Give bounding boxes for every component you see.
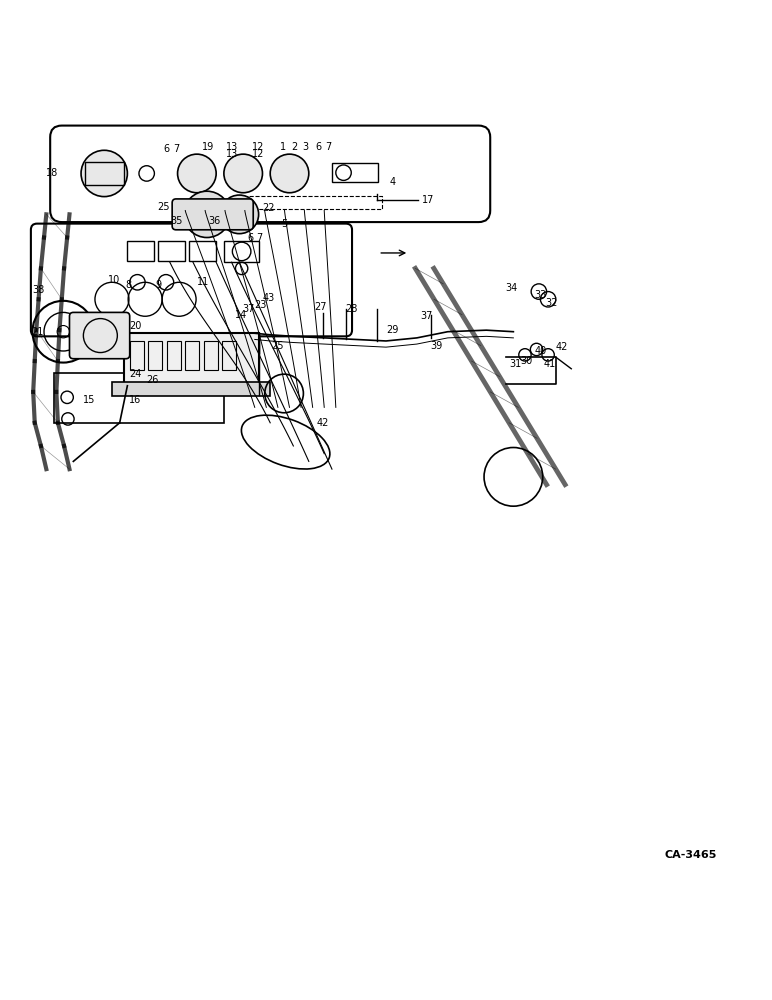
Circle shape: [178, 154, 216, 193]
Text: 33: 33: [534, 290, 547, 300]
Text: 15: 15: [83, 395, 95, 405]
Bar: [130, 341, 144, 370]
Text: 31: 31: [510, 359, 522, 369]
Text: 28: 28: [345, 304, 357, 314]
Text: 39: 39: [430, 341, 442, 351]
Text: 34: 34: [506, 283, 518, 293]
Text: 37: 37: [420, 311, 432, 321]
Text: 6: 6: [247, 233, 253, 243]
Text: 41: 41: [543, 359, 556, 369]
Text: 13: 13: [225, 149, 238, 159]
Circle shape: [184, 191, 230, 238]
Text: 42: 42: [317, 418, 329, 428]
Text: 7: 7: [256, 233, 262, 243]
FancyBboxPatch shape: [31, 224, 352, 336]
FancyBboxPatch shape: [50, 126, 490, 222]
Text: 9: 9: [155, 280, 161, 290]
Text: 4: 4: [389, 177, 395, 187]
Text: 18: 18: [46, 168, 59, 178]
Text: 13: 13: [225, 142, 238, 152]
Text: 26: 26: [147, 375, 159, 385]
Bar: [127, 241, 154, 261]
Circle shape: [81, 150, 127, 197]
Bar: [204, 341, 218, 370]
Text: 6: 6: [315, 142, 321, 152]
Text: 25: 25: [157, 202, 170, 212]
Text: 7: 7: [325, 142, 331, 152]
Text: 25: 25: [272, 341, 284, 351]
Text: 22: 22: [262, 203, 275, 213]
Circle shape: [270, 154, 309, 193]
Text: 12: 12: [252, 149, 265, 159]
Bar: [158, 241, 185, 261]
Bar: [85, 162, 124, 185]
Text: 32: 32: [546, 298, 558, 308]
Bar: [247, 196, 382, 209]
Text: 43: 43: [262, 293, 275, 303]
FancyBboxPatch shape: [172, 199, 253, 230]
Bar: [222, 341, 236, 370]
Text: 38: 38: [32, 285, 45, 295]
Text: 35: 35: [170, 216, 182, 226]
Text: 5: 5: [281, 219, 287, 229]
Bar: [189, 241, 216, 261]
Text: 8: 8: [126, 280, 132, 290]
Text: 21: 21: [31, 327, 43, 337]
Text: 27: 27: [314, 302, 327, 312]
Bar: [112, 382, 270, 396]
Text: 30: 30: [520, 356, 533, 366]
Text: 23: 23: [255, 300, 267, 310]
Text: 6: 6: [163, 144, 169, 154]
Text: CA-3465: CA-3465: [665, 850, 717, 860]
Text: 11: 11: [197, 277, 209, 287]
Text: 19: 19: [202, 142, 215, 152]
Bar: [124, 333, 259, 386]
Text: 1: 1: [279, 142, 286, 152]
FancyBboxPatch shape: [69, 312, 130, 359]
Text: 37: 37: [242, 304, 255, 314]
Bar: [185, 341, 199, 370]
Bar: [332, 163, 378, 182]
Text: 17: 17: [422, 195, 435, 205]
Text: 24: 24: [129, 369, 141, 379]
Text: 42: 42: [556, 342, 568, 352]
Text: 10: 10: [108, 275, 120, 285]
Circle shape: [220, 195, 259, 234]
Text: 3: 3: [303, 142, 309, 152]
Text: 40: 40: [534, 346, 547, 356]
Circle shape: [224, 154, 262, 193]
Text: 14: 14: [235, 310, 247, 320]
Text: 29: 29: [386, 325, 398, 335]
Bar: [167, 341, 181, 370]
Text: 12: 12: [252, 142, 265, 152]
Text: 20: 20: [129, 321, 141, 331]
Text: 7: 7: [173, 144, 179, 154]
Bar: [54, 373, 224, 423]
Bar: [148, 341, 162, 370]
Text: 36: 36: [208, 216, 221, 226]
Bar: [224, 241, 259, 262]
Text: 16: 16: [129, 395, 141, 405]
Text: 2: 2: [291, 142, 297, 152]
